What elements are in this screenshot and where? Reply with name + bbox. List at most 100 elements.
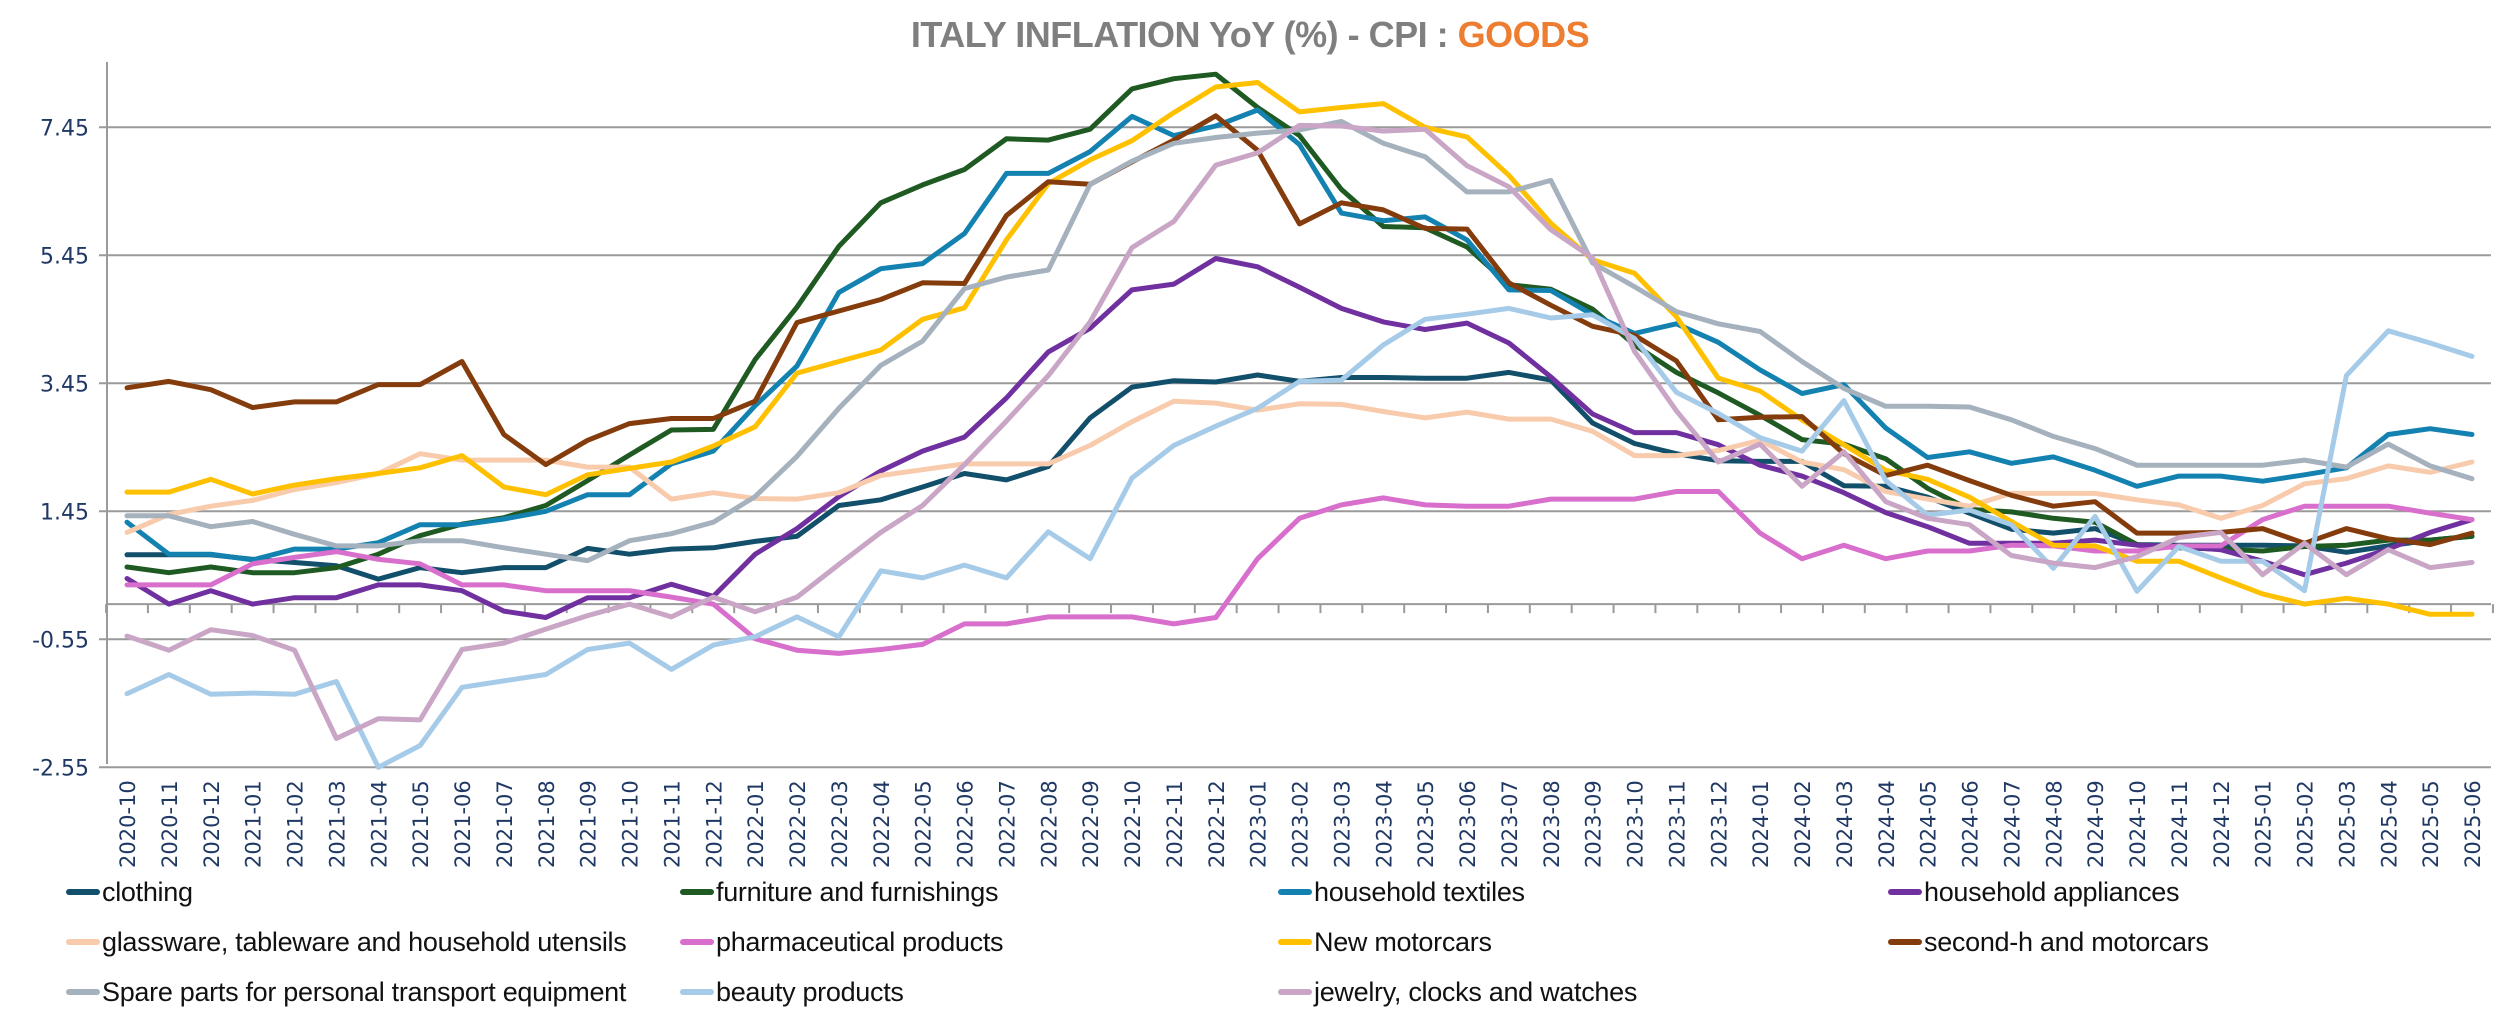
chart-title-accent: GOODS [1457, 14, 1590, 55]
x-tick-label: 2023-11 [1665, 780, 1689, 868]
x-tick-label: 2024-12 [2210, 780, 2234, 868]
x-tick-label: 2024-10 [2126, 780, 2150, 868]
x-tick-label: 2021-07 [493, 780, 517, 868]
legend-label: jewelry, clocks and watches [1314, 976, 1638, 1007]
legend-swatch-icon [1888, 889, 1922, 895]
y-tick-label: -2.55 [32, 756, 89, 781]
x-tick-label: 2023-07 [1498, 780, 1522, 868]
legend-item: second-h and motorcars [1888, 922, 2209, 962]
series-lines [124, 71, 2475, 770]
x-tick-label: 2021-06 [451, 780, 475, 868]
legend-item: Spare parts for personal transport equip… [66, 972, 626, 1012]
legend-swatch-icon [66, 889, 100, 895]
x-tick-label: 2023-08 [1540, 780, 1564, 868]
x-tick-label: 2024-04 [1875, 780, 1899, 868]
x-tick-label: 2023-10 [1624, 780, 1648, 868]
x-tick-label: 2023-02 [1289, 780, 1313, 868]
axes [105, 62, 2494, 764]
x-tick-label: 2024-07 [2000, 780, 2024, 868]
legend-item: New motorcars [1278, 922, 1492, 962]
x-tick-label: 2021-02 [284, 780, 308, 868]
legend-swatch-icon [680, 889, 714, 895]
x-tick-label: 2021-01 [242, 780, 266, 868]
legend-item: beauty products [680, 972, 904, 1012]
legend-label: household textiles [1314, 876, 1525, 907]
x-tick-label: 2022-11 [1163, 780, 1187, 868]
y-tick-label: 3.45 [40, 372, 89, 397]
x-tick-label: 2021-08 [535, 780, 559, 868]
x-tick-label: 2023-04 [1372, 780, 1396, 868]
x-tick-label: 2025-01 [2252, 780, 2276, 868]
y-tick-label: 1.45 [40, 500, 89, 525]
x-tick-label: 2025-02 [2294, 780, 2318, 868]
series-line-glassware-tableware-and-household-utensils [124, 398, 2475, 535]
legend-swatch-icon [1278, 939, 1312, 945]
gridlines [99, 126, 2491, 769]
x-tick-label: 2023-12 [1707, 780, 1731, 868]
x-tick-label: 2025-03 [2335, 780, 2359, 868]
legend-label: household appliances [1924, 876, 2180, 907]
x-tick-label: 2024-02 [1791, 780, 1815, 868]
x-tick-label: 2021-03 [325, 780, 349, 868]
legend-swatch-icon [66, 939, 100, 945]
line-chart: -2.55-0.551.453.455.457.45 2020-10 2020-1… [32, 62, 2494, 868]
legend-item: glassware, tableware and household utens… [66, 922, 627, 962]
x-tick-label: 2022-02 [786, 780, 810, 868]
legend-item: household appliances [1888, 872, 2180, 912]
y-axis-ticks: -2.55 -0.55 1.45 3.45 5.45 7.45 [32, 116, 89, 781]
legend-item: clothing [66, 872, 193, 912]
x-tick-label: 2021-10 [619, 780, 643, 868]
legend-label: Spare parts for personal transport equip… [102, 976, 627, 1007]
x-tick-label: 2022-12 [1205, 780, 1229, 868]
y-tick-label: -0.55 [32, 628, 89, 653]
legend-label: pharmaceutical products [716, 926, 1004, 957]
chart-title: ITALY INFLATION YoY (%) - CPI : GOODS [0, 14, 2500, 56]
legend-item: jewelry, clocks and watches [1278, 972, 1637, 1012]
x-tick-label: 2021-05 [409, 780, 433, 868]
x-tick-label: 2024-08 [2042, 780, 2066, 868]
x-tick-label: 2023-01 [1247, 780, 1271, 868]
x-tick-label: 2022-07 [995, 780, 1019, 868]
legend-item: furniture and furnishings [680, 872, 998, 912]
x-tick-label: 2023-05 [1414, 780, 1438, 868]
legend: clothing furniture and furnishings househo… [0, 872, 2500, 1032]
x-tick-label: 2023-06 [1456, 780, 1480, 868]
y-tick-label: 7.45 [40, 116, 89, 141]
x-tick-label: 2022-05 [912, 780, 936, 868]
legend-swatch-icon [680, 989, 714, 995]
x-tick-label: 2025-05 [2419, 780, 2443, 868]
legend-label: New motorcars [1314, 926, 1492, 957]
legend-label: second-h and motorcars [1924, 926, 2209, 957]
legend-label: glassware, tableware and household utens… [102, 926, 627, 957]
series-line-beauty-products [124, 305, 2475, 770]
series-line-spare-parts-for-personal-transport-equipment [124, 119, 2475, 564]
legend-swatch-icon [1888, 939, 1922, 945]
x-tick-label: 2022-01 [744, 780, 768, 868]
x-tick-label: 2021-12 [702, 780, 726, 868]
series-line-household-textiles [124, 107, 2475, 563]
legend-label: furniture and furnishings [716, 876, 999, 907]
x-tick-label: 2024-05 [1917, 780, 1941, 868]
legend-label: clothing [102, 876, 193, 907]
x-tick-label: 2025-06 [2461, 780, 2485, 868]
legend-swatch-icon [680, 939, 714, 945]
x-tick-label: 2025-04 [2377, 780, 2401, 868]
x-tick-label: 2021-11 [660, 780, 684, 868]
legend-item: pharmaceutical products [680, 922, 1004, 962]
series-line-furniture-and-furnishings [124, 71, 2475, 576]
x-tick-label: 2020-12 [200, 780, 224, 868]
x-tick-label: 2021-09 [577, 780, 601, 868]
x-tick-label: 2022-03 [828, 780, 852, 868]
x-tick-label: 2023-03 [1330, 780, 1354, 868]
series-line-new-motorcars [124, 80, 2475, 617]
x-tick-label: 2024-03 [1833, 780, 1857, 868]
series-line-household-appliances [124, 256, 2475, 620]
legend-item: household textiles [1278, 872, 1525, 912]
y-tick-label: 5.45 [40, 244, 89, 269]
legend-swatch-icon [1278, 889, 1312, 895]
legend-swatch-icon [1278, 989, 1312, 995]
series-line-pharmaceutical-products [124, 489, 2475, 656]
series-line-second-h-and-motorcars [124, 113, 2475, 548]
x-tick-label: 2021-04 [367, 780, 391, 868]
x-tick-label: 2022-04 [870, 780, 894, 868]
